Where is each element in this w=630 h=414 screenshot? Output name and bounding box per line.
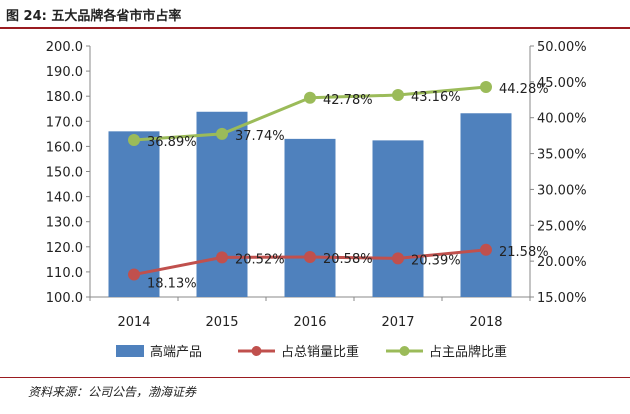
figure-title: 图 24: 五大品牌各省市市占率 (6, 9, 182, 24)
main-brand-share-point-2014 (128, 134, 140, 147)
left-tick-label: 120.0 (46, 241, 83, 256)
right-tick-label: 20.00% (537, 255, 587, 270)
total-sales-share-label: 20.58% (323, 252, 373, 267)
x-tick-label: 2018 (469, 315, 502, 330)
legend-swatch-bar (116, 345, 144, 357)
main-brand-share-label: 37.74% (235, 129, 285, 144)
x-tick-label: 2017 (381, 315, 414, 330)
main-brand-share-label: 36.89% (147, 135, 197, 150)
title-rule (0, 27, 630, 29)
legend-label-bar: 高端产品 (150, 344, 202, 360)
x-tick-label: 2015 (205, 315, 238, 330)
total-sales-share-label: 20.39% (411, 253, 461, 268)
left-tick-label: 100.0 (46, 291, 83, 306)
left-tick-label: 140.0 (46, 191, 83, 206)
bar-2015 (196, 111, 248, 298)
left-tick-label: 150.0 (46, 166, 83, 181)
main-brand-share-point-2016 (304, 91, 316, 104)
main-brand-share-point-2015 (216, 127, 228, 140)
left-tick-label: 160.0 (46, 140, 83, 155)
left-tick-label: 110.0 (46, 266, 83, 281)
right-tick-label: 35.00% (537, 148, 587, 163)
right-tick-label: 15.00% (537, 291, 587, 306)
main-brand-share-label: 42.78% (323, 93, 373, 108)
total-sales-share-point-2018 (480, 243, 492, 256)
total-sales-share-point-2014 (128, 268, 140, 281)
right-tick-label: 40.00% (537, 112, 587, 127)
total-sales-share-point-2017 (392, 252, 404, 265)
legend-label-green: 占主品牌比重 (429, 344, 507, 360)
x-tick-label: 2016 (293, 315, 326, 330)
right-tick-label: 25.00% (537, 219, 587, 234)
bar-2016 (284, 138, 336, 297)
left-tick-label: 200.0 (46, 40, 83, 55)
legend-swatch-red-marker (251, 346, 262, 356)
main-brand-share-point-2018 (480, 81, 492, 94)
left-tick-label: 180.0 (46, 90, 83, 105)
bar-2017 (372, 140, 424, 297)
legend-label-red: 占总销量比重 (281, 344, 359, 360)
total-sales-share-label: 18.13% (147, 277, 197, 292)
left-tick-label: 130.0 (46, 216, 83, 231)
right-tick-label: 45.00% (537, 76, 587, 91)
footer-rule (0, 377, 630, 378)
legend-swatch-green-marker (399, 346, 410, 356)
total-sales-share-label: 21.58% (499, 245, 549, 260)
left-tick-label: 170.0 (46, 115, 83, 130)
total-sales-share-point-2016 (304, 250, 316, 263)
source-note: 资料来源：公司公告，渤海证券 (28, 385, 197, 399)
main-brand-share-point-2017 (392, 89, 404, 102)
x-tick-label: 2014 (117, 315, 150, 330)
total-sales-share-label: 20.52% (235, 252, 285, 267)
right-tick-label: 30.00% (537, 183, 587, 198)
bar-2018 (460, 113, 512, 297)
main-brand-share-label: 44.28% (499, 82, 549, 97)
main-brand-share-label: 43.16% (411, 90, 461, 105)
right-tick-label: 50.00% (537, 40, 587, 55)
total-sales-share-point-2015 (216, 251, 228, 264)
left-tick-label: 190.0 (46, 65, 83, 80)
